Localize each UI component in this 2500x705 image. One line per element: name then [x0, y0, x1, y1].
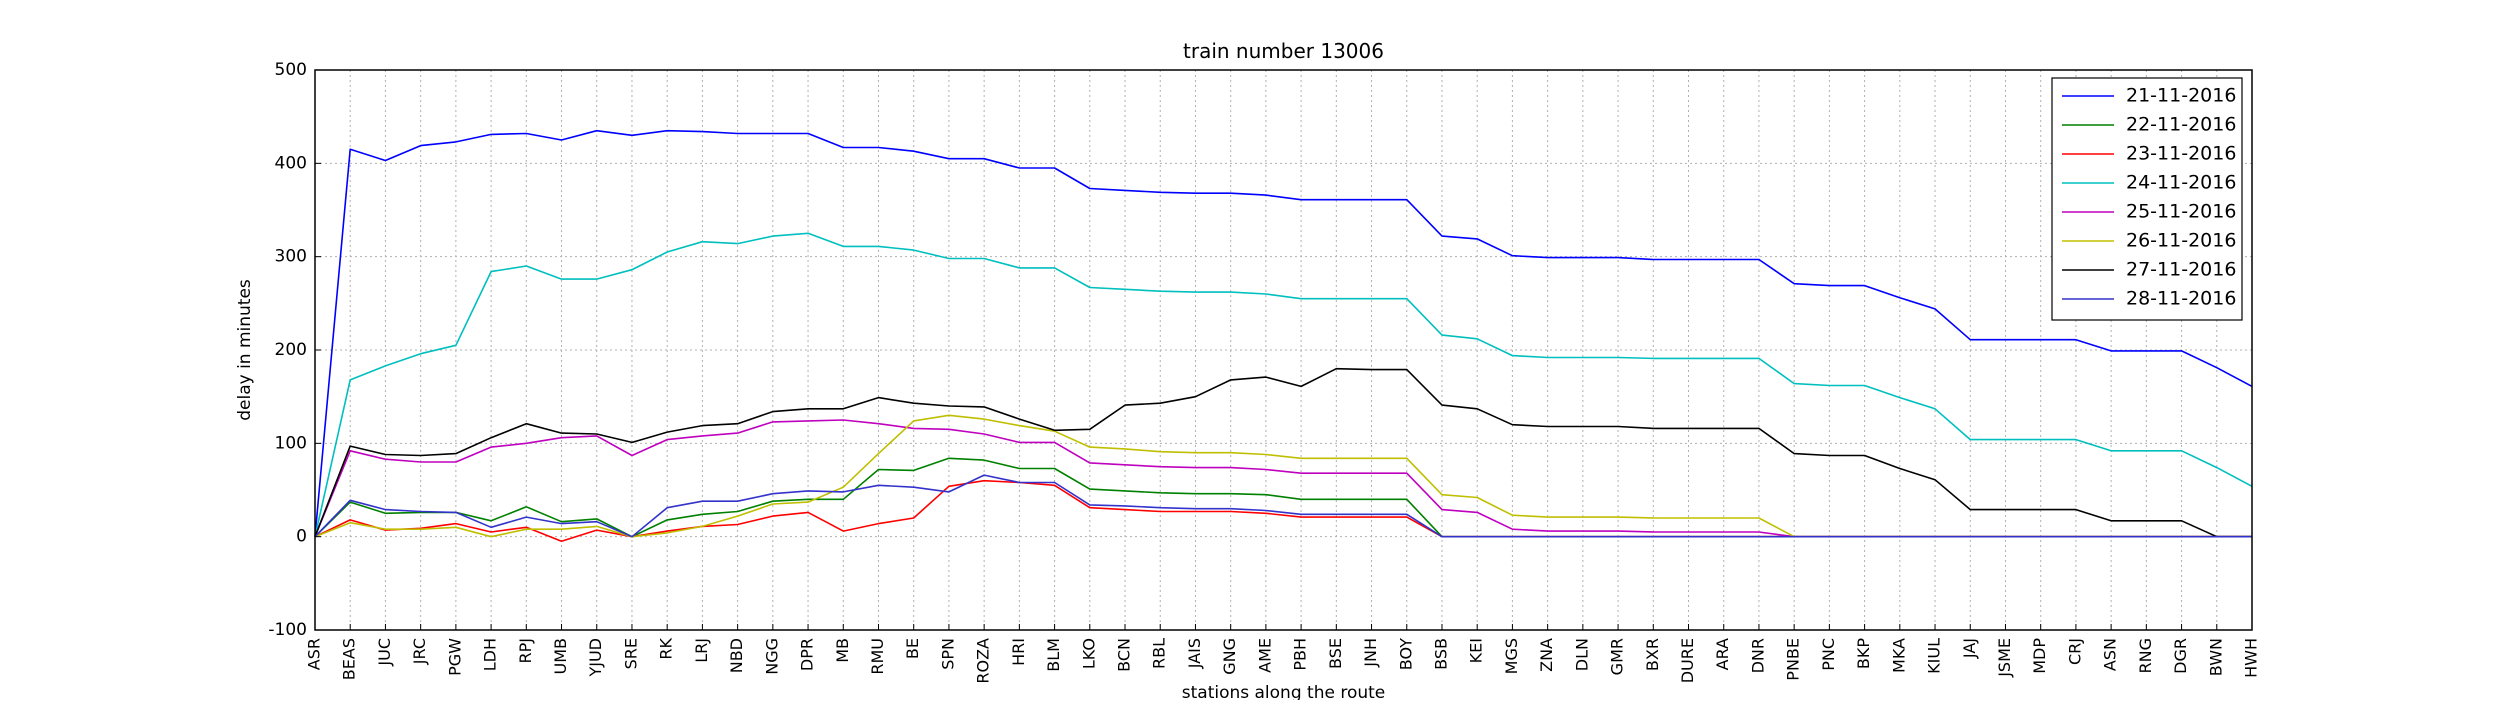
x-tick-label: JSME [1995, 638, 2014, 678]
series-line [314, 414, 2252, 538]
legend-label: 24-11-2016 [2126, 172, 2236, 194]
x-tick-label: PBH [1291, 638, 1310, 671]
x-tick-label: JAIS [1185, 638, 1204, 669]
x-tick-label: KIUL [1925, 638, 1944, 674]
legend-label: 26-11-2016 [2126, 230, 2236, 252]
x-tick-label: SRE [621, 638, 640, 669]
legend-label: 28-11-2016 [2126, 288, 2236, 310]
x-tick-label: GNG [1220, 638, 1239, 675]
x-tick-label: JUC [375, 638, 394, 667]
x-tick-label: LKO [1079, 638, 1098, 669]
x-tick-label: DNR [1748, 638, 1767, 673]
series-line [314, 479, 2252, 543]
x-tick-label: RMU [868, 638, 887, 675]
x-tick-label: RNG [2136, 638, 2155, 673]
legend-label: 21-11-2016 [2126, 85, 2236, 107]
x-tick-label: BSB [1431, 638, 1450, 670]
x-tick-label: BXR [1643, 638, 1662, 671]
y-tick-label: 100 [275, 433, 307, 453]
x-tick-label: MGS [1502, 638, 1521, 674]
x-tick-label: KEI [1467, 638, 1486, 663]
x-tick-label: LDH [481, 638, 500, 671]
x-axis-ticks: ASR BEAS JUC JRC PGW LDH RPJ UMB YJUD SRE RK LRJ NBD… [305, 624, 2261, 684]
x-tick-label: PGW [445, 638, 464, 676]
chart-title: train number 13006 [1183, 39, 1384, 63]
x-tick-label: RK [657, 637, 676, 659]
x-tick-label: BE [903, 638, 922, 659]
x-tick-label: CRJ [2065, 638, 2084, 665]
x-tick-label: RBL [1150, 638, 1169, 669]
x-tick-label: GMR [1608, 638, 1627, 675]
x-tick-label: MKA [1889, 638, 1908, 673]
x-tick-label: ASR [305, 638, 324, 670]
x-tick-label: YJUD [586, 638, 605, 678]
x-tick-label: MB [833, 638, 852, 663]
x-tick-label: NBD [727, 638, 746, 673]
x-tick-label: SPN [938, 638, 957, 670]
x-tick-label: NGG [762, 638, 781, 675]
x-tick-label: ZNA [1537, 638, 1556, 672]
series-line [314, 129, 2253, 537]
x-tick-label: LRJ [692, 638, 711, 663]
x-tick-label: DGR [2171, 638, 2190, 674]
x-tick-label: MDP [2030, 638, 2049, 674]
x-tick-label: BLM [1044, 638, 1063, 672]
y-tick-label: 500 [275, 60, 307, 80]
x-tick-label: BEAS [340, 638, 359, 680]
x-tick-label: AME [1255, 638, 1274, 673]
series-line [314, 419, 2252, 538]
legend: 21-11-2016 22-11-2016 23-11-2016 24-11-2016… [2051, 77, 2243, 321]
y-axis-label: delay in minutes [235, 279, 255, 421]
y-tick-label: 200 [275, 340, 307, 360]
x-tick-label: BCN [1115, 638, 1134, 672]
x-tick-label: BWN [2206, 638, 2225, 676]
x-axis-label: stations along the route [1182, 683, 1386, 700]
gridlines [314, 69, 2253, 631]
x-tick-label: PNC [1819, 638, 1838, 671]
x-tick-label: JNH [1361, 638, 1380, 668]
legend-label: 27-11-2016 [2126, 259, 2236, 281]
y-axis-ticks: -100 0 100 200 300 400 500 [268, 60, 321, 640]
legend-box [2051, 77, 2243, 321]
x-tick-label: JAJ [1960, 638, 1979, 659]
x-tick-label: DURE [1678, 638, 1697, 683]
y-tick-label: 400 [275, 153, 307, 173]
x-tick-label: ARA [1713, 638, 1732, 670]
x-tick-label: HRI [1009, 638, 1028, 666]
legend-label: 23-11-2016 [2126, 143, 2236, 165]
x-tick-label: UMB [551, 638, 570, 675]
x-tick-label: ASN [2101, 638, 2120, 671]
x-tick-label: ROZA [974, 638, 993, 684]
y-tick-label: 300 [275, 247, 307, 267]
x-tick-label: BSE [1326, 638, 1345, 669]
legend-label: 22-11-2016 [2126, 114, 2236, 136]
series-line [314, 232, 2253, 537]
x-tick-label: PNBE [1784, 638, 1803, 681]
x-tick-label: DLN [1572, 638, 1591, 671]
series-line [314, 367, 2252, 538]
x-tick-label: RPJ [516, 638, 535, 663]
x-tick-label: DPR [798, 638, 817, 671]
y-tick-label: -100 [268, 620, 307, 640]
legend-label: 25-11-2016 [2126, 201, 2236, 223]
series-line [314, 474, 2252, 538]
x-tick-label: HWH [2242, 638, 2261, 678]
series-lines [314, 129, 2253, 543]
y-tick-label: 0 [296, 527, 307, 547]
x-tick-label: JRC [410, 638, 429, 665]
x-tick-label: BOY [1396, 638, 1415, 670]
x-tick-label: BKP [1854, 638, 1873, 669]
